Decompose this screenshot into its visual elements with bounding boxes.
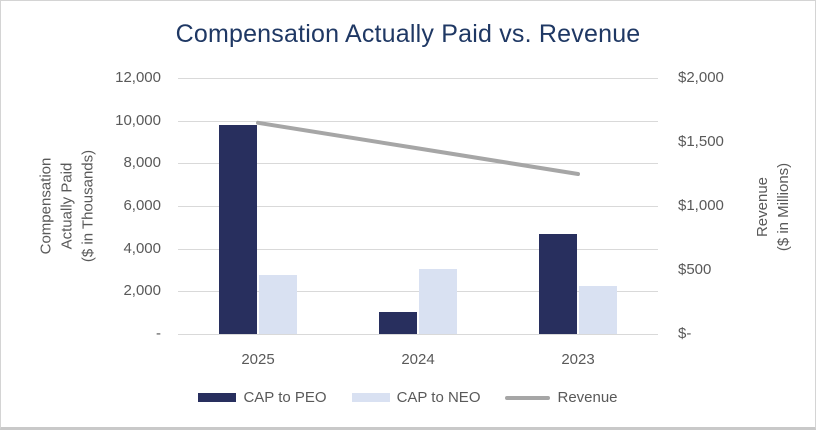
left-axis-title: Compensation Actually Paid ($ in Thousan… xyxy=(36,150,99,262)
bar-cap-to-peo-2025 xyxy=(219,124,257,334)
left-axis-tick-label: - xyxy=(156,325,161,342)
gridline xyxy=(178,248,658,250)
right-axis-tick-label: $500 xyxy=(678,261,712,278)
left-axis-tick-label: 12,000 xyxy=(115,69,161,86)
legend-label: Revenue xyxy=(557,389,618,406)
legend-swatch-cap-to-neo xyxy=(351,393,390,402)
revenue-line xyxy=(256,120,580,176)
left-axis-tick-label: 6,000 xyxy=(123,197,161,214)
bar-cap-to-neo-2023 xyxy=(579,286,617,334)
x-axis-label-2024: 2024 xyxy=(401,351,435,368)
bar-cap-to-peo-2024 xyxy=(379,311,417,334)
left-axis-title-line: Compensation xyxy=(37,157,55,255)
legend-swatch-revenue xyxy=(505,395,551,400)
right-axis-title: Revenue ($ in Millions) xyxy=(752,163,794,251)
gridline xyxy=(178,163,658,165)
legend-label: CAP to NEO xyxy=(396,389,481,406)
x-axis-label-2025: 2025 xyxy=(241,351,275,368)
gridline xyxy=(178,334,658,335)
legend-item-cap-to-neo: CAP to NEO xyxy=(351,389,481,406)
right-axis-tick-label: $1,000 xyxy=(678,197,724,214)
right-axis-tick-label: $2,000 xyxy=(678,69,724,86)
gridline xyxy=(178,78,658,79)
gridline xyxy=(178,291,658,293)
gridline xyxy=(178,120,658,122)
legend-item-revenue: Revenue xyxy=(505,389,618,406)
bar-cap-to-neo-2025 xyxy=(259,275,297,334)
left-axis-tick-label: 10,000 xyxy=(115,111,161,129)
gridline xyxy=(178,206,658,207)
legend: CAP to PEO CAP to NEO Revenue xyxy=(1,389,815,406)
x-axis-label-2023: 2023 xyxy=(561,351,595,368)
left-axis-tick-label: 8,000 xyxy=(123,154,161,172)
left-axis-tick-label: 2,000 xyxy=(123,282,161,300)
chart-title: Compensation Actually Paid vs. Revenue xyxy=(175,20,641,48)
right-axis-tick-label: $- xyxy=(678,325,692,342)
plot-area xyxy=(178,78,658,335)
bar-cap-to-peo-2023 xyxy=(539,233,577,334)
left-axis-title-line: Actually Paid xyxy=(58,162,76,250)
right-axis-title-line: Revenue xyxy=(754,176,771,238)
right-axis-title-line: ($ in Millions) xyxy=(775,162,792,252)
right-axis-tick-label: $1,500 xyxy=(678,133,724,150)
legend-swatch-cap-to-peo xyxy=(198,393,237,402)
legend-item-cap-to-peo: CAP to PEO xyxy=(198,389,327,406)
bar-cap-to-neo-2024 xyxy=(419,268,457,334)
legend-label: CAP to PEO xyxy=(243,389,327,406)
left-axis-tick-label: 4,000 xyxy=(123,239,161,257)
